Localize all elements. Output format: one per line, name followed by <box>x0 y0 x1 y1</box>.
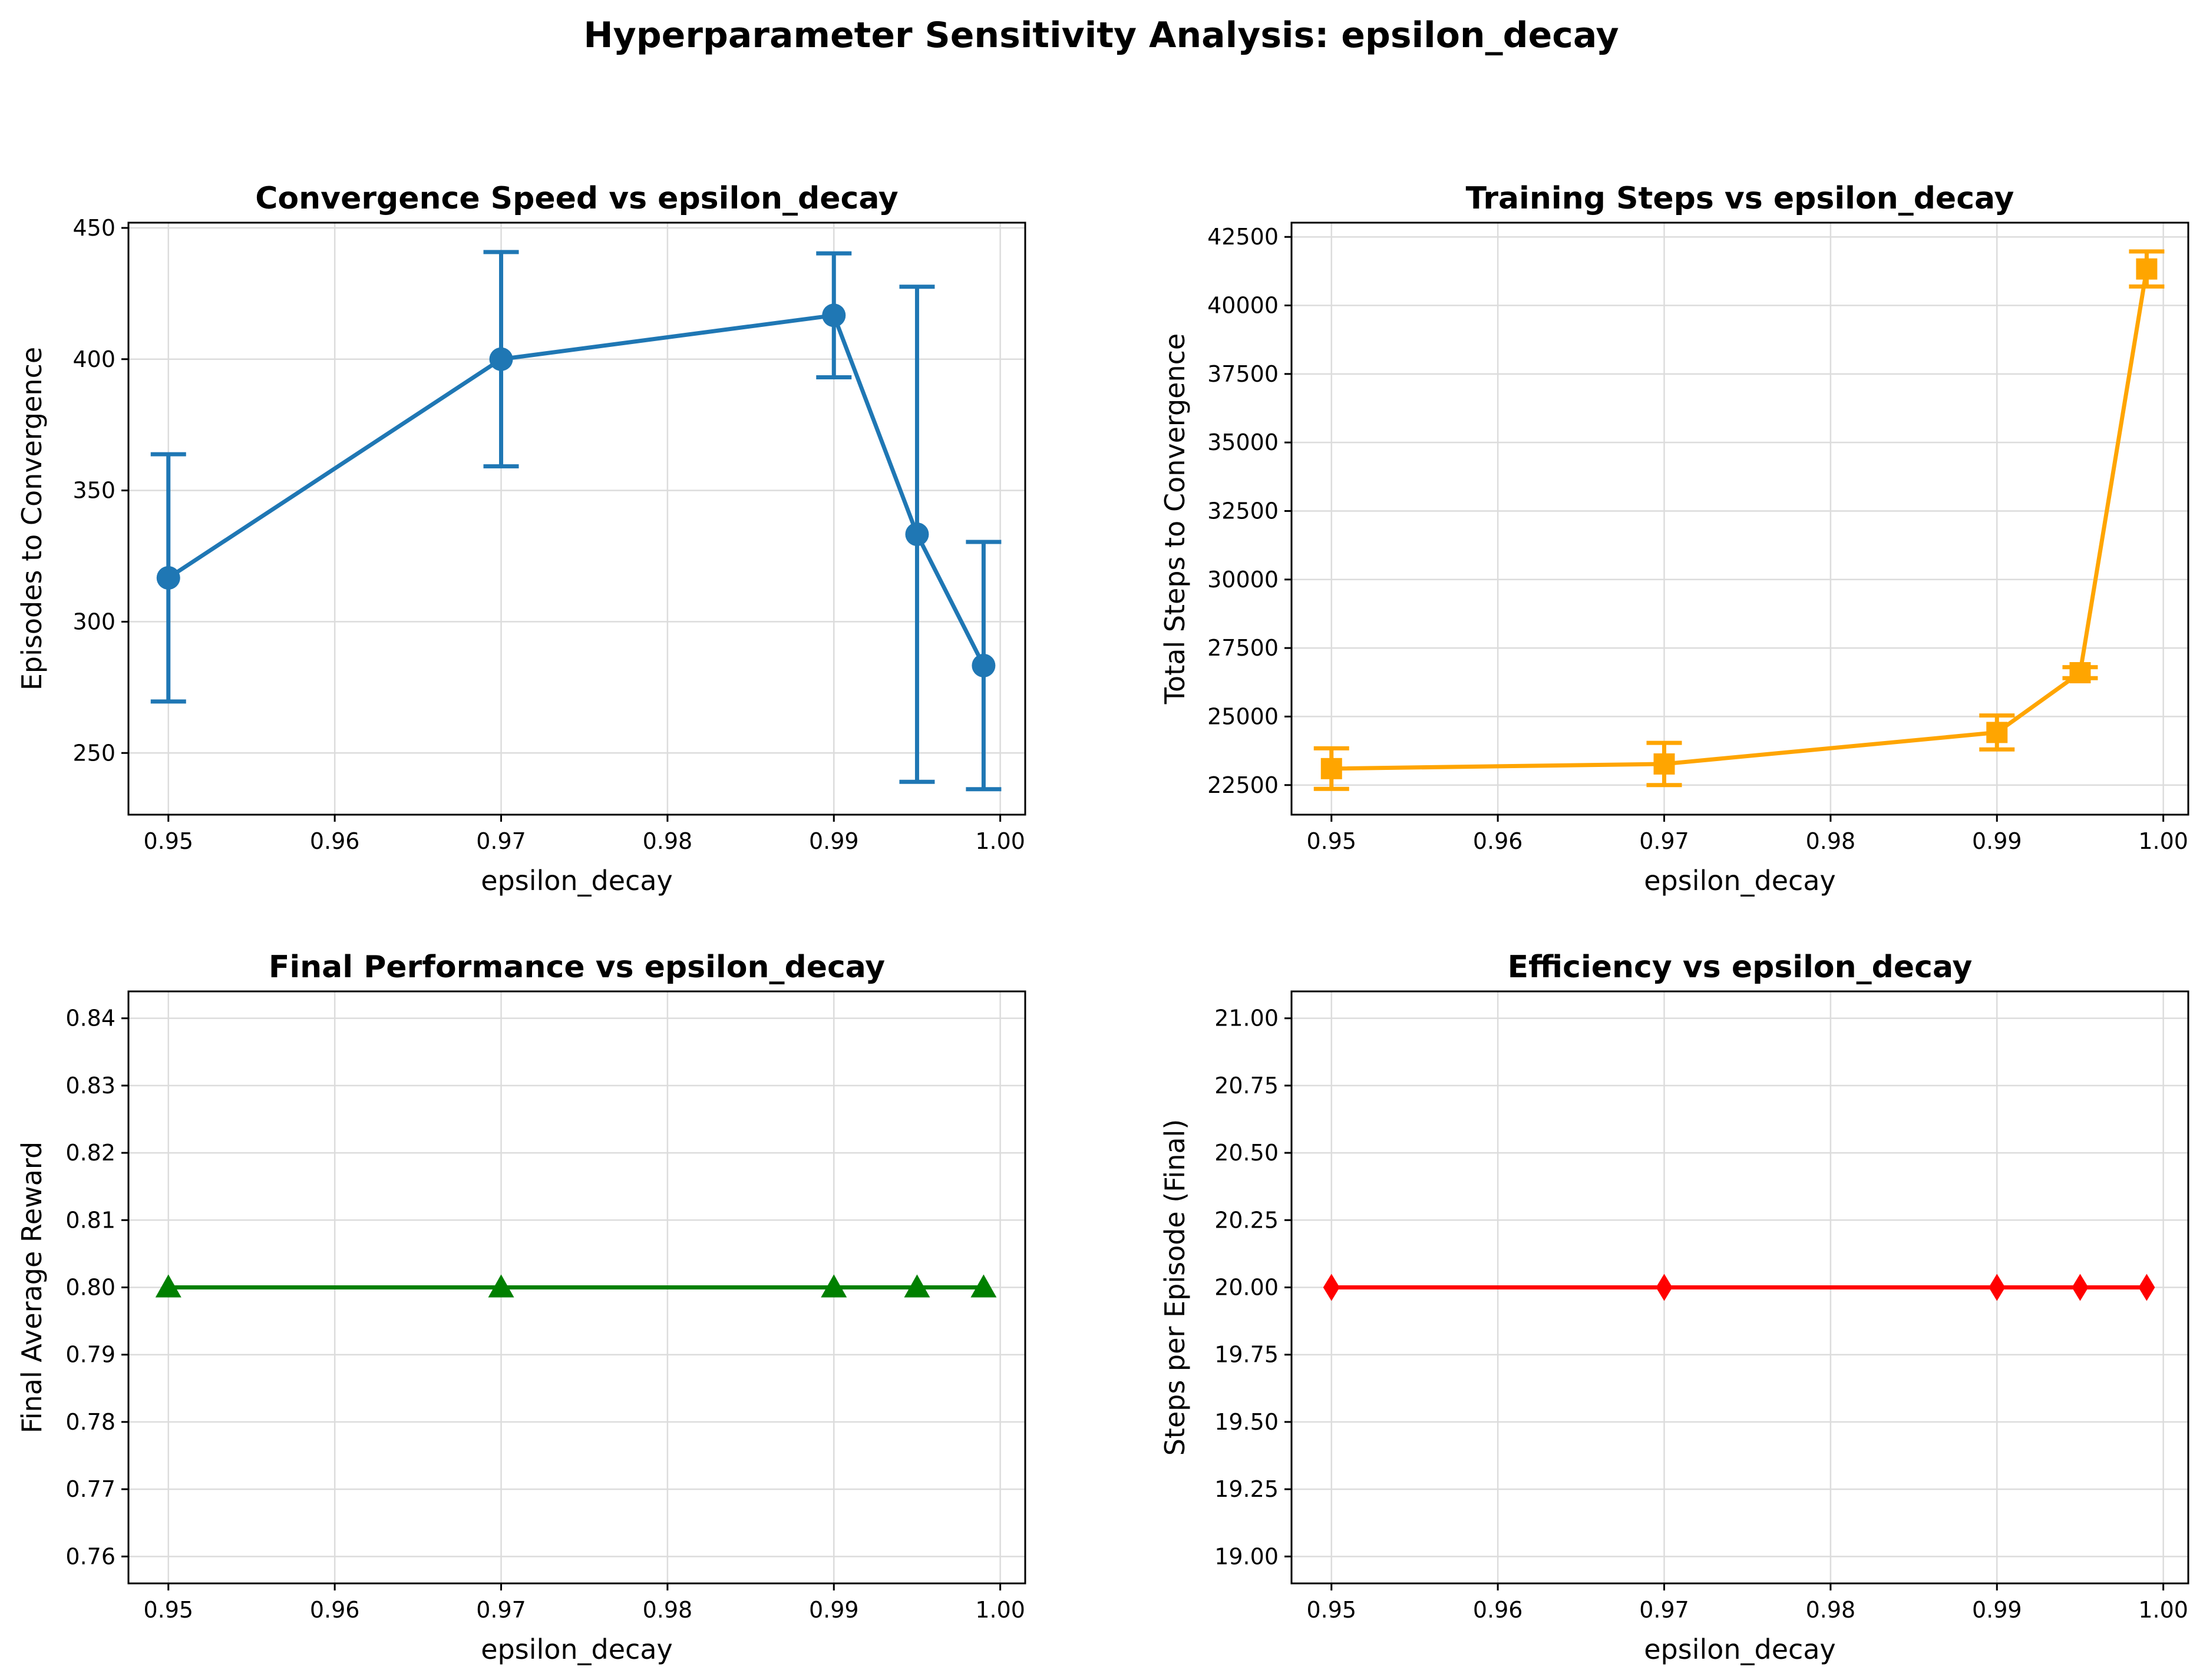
data-point-marker <box>1986 722 2008 743</box>
x-axis-label: epsilon_decay <box>481 1633 673 1665</box>
data-point-marker <box>155 1274 181 1298</box>
x-tick-label: 0.96 <box>1473 1597 1523 1623</box>
x-tick-label: 0.97 <box>1639 1597 1689 1623</box>
y-tick-label: 400 <box>72 346 115 372</box>
x-axis-label: epsilon_decay <box>481 865 673 897</box>
y-tick-label: 250 <box>72 740 115 766</box>
y-tick-label: 30000 <box>1207 567 1279 593</box>
subplot-final-performance: 0.95 0.96 0.97 0.98 0.99 1.00 0.76 0.77 0.78 0.79… <box>16 950 1026 1665</box>
data-point-marker <box>822 303 846 328</box>
x-tick-label: 0.95 <box>1306 828 1356 854</box>
y-tick-label: 0.83 <box>65 1073 115 1099</box>
y-tick-label: 0.79 <box>65 1342 115 1368</box>
y-tick-label: 0.80 <box>65 1275 115 1301</box>
y-tick-label: 19.00 <box>1214 1543 1279 1569</box>
subplot-title: Final Performance vs epsilon_decay <box>269 950 885 985</box>
y-tick-label: 37500 <box>1207 361 1279 387</box>
x-tick-label: 0.95 <box>143 1597 193 1623</box>
y-tick-label: 27500 <box>1207 635 1279 661</box>
x-tick-label: 1.00 <box>975 828 1025 854</box>
x-tick-label: 0.97 <box>476 828 526 854</box>
data-point-marker <box>2136 258 2158 280</box>
x-tick-label: 0.97 <box>1639 828 1689 854</box>
x-tick-label: 0.95 <box>1306 1597 1356 1623</box>
y-tick-label: 20.00 <box>1214 1275 1279 1301</box>
x-axis-label: epsilon_decay <box>1644 865 1836 897</box>
x-axis-label: epsilon_decay <box>1644 1633 1836 1665</box>
x-tick-label: 0.99 <box>1972 828 2022 854</box>
x-tick-label: 0.99 <box>1972 1597 2022 1623</box>
y-tick-label: 42500 <box>1207 224 1279 250</box>
x-tick-label: 1.00 <box>2138 828 2188 854</box>
x-tick-label: 0.96 <box>1473 828 1523 854</box>
x-tick-label: 0.96 <box>310 1597 360 1623</box>
x-tick-label: 0.99 <box>809 1597 859 1623</box>
y-tick-label: 22500 <box>1207 772 1279 798</box>
y-tick-label: 35000 <box>1207 429 1279 455</box>
y-tick-label: 32500 <box>1207 498 1279 524</box>
y-axis-label: Total Steps to Convergence <box>1159 333 1191 705</box>
x-tick-label: 0.97 <box>476 1597 526 1623</box>
data-point-marker <box>972 653 996 677</box>
y-tick-label: 20.50 <box>1214 1140 1279 1166</box>
y-tick-label: 21.00 <box>1214 1006 1279 1031</box>
x-tick-label: 0.98 <box>1806 1597 1856 1623</box>
axes-frame <box>1290 221 2189 816</box>
subplot-title: Convergence Speed vs epsilon_decay <box>255 181 898 216</box>
y-tick-label: 0.78 <box>65 1409 115 1435</box>
data-point-marker <box>2072 1274 2089 1301</box>
x-tick-label: 0.99 <box>809 828 859 854</box>
y-tick-label: 19.75 <box>1214 1342 1279 1368</box>
x-tick-label: 0.95 <box>143 828 193 854</box>
y-axis-label: Final Average Reward <box>16 1142 48 1433</box>
data-point-marker <box>156 566 180 590</box>
data-point-marker <box>1656 1274 1673 1301</box>
data-point-marker <box>2069 662 2091 683</box>
data-point-marker <box>489 347 513 371</box>
x-tick-label: 1.00 <box>2138 1597 2188 1623</box>
x-tick-label: 0.98 <box>1806 828 1856 854</box>
subplot-title: Training Steps vs epsilon_decay <box>1466 181 2014 216</box>
figure-suptitle: Hyperparameter Sensitivity Analysis: eps… <box>583 15 1619 56</box>
subplot-grid: 0.95 0.96 0.97 0.98 0.99 1.00 250 300 350 400 450 C… <box>16 181 2189 1665</box>
axes-frame <box>127 221 1026 816</box>
y-tick-label: 19.50 <box>1214 1409 1279 1435</box>
data-point-marker <box>1320 758 1342 779</box>
y-tick-label: 20.75 <box>1214 1073 1279 1099</box>
data-point-marker <box>905 522 929 547</box>
y-tick-label: 0.77 <box>65 1476 115 1502</box>
y-tick-label: 0.82 <box>65 1140 115 1166</box>
subplot-convergence: 0.95 0.96 0.97 0.98 0.99 1.00 250 300 350 400 450 C… <box>16 181 1026 897</box>
y-axis-label: Steps per Episode (Final) <box>1159 1119 1191 1456</box>
y-tick-label: 450 <box>72 215 115 241</box>
y-tick-label: 0.76 <box>65 1543 115 1569</box>
subplot-training-steps: 0.95 0.96 0.97 0.98 0.99 1.00 22500 25000 27500 3… <box>1159 181 2189 897</box>
x-tick-label: 0.98 <box>643 1597 693 1623</box>
y-tick-label: 19.25 <box>1214 1476 1279 1502</box>
subplot-efficiency: 0.95 0.96 0.97 0.98 0.99 1.00 19.00 19.25 19.50 1… <box>1159 950 2189 1665</box>
y-tick-label: 350 <box>72 478 115 504</box>
y-tick-label: 0.84 <box>65 1006 115 1031</box>
subplot-title: Efficiency vs epsilon_decay <box>1508 950 1973 985</box>
data-point-marker <box>1989 1274 2006 1301</box>
y-axis-label: Episodes to Convergence <box>16 347 48 690</box>
x-tick-label: 1.00 <box>975 1597 1025 1623</box>
data-point-marker <box>970 1274 997 1298</box>
y-tick-label: 40000 <box>1207 293 1279 319</box>
y-tick-label: 0.81 <box>65 1207 115 1233</box>
data-point-marker <box>1653 753 1675 775</box>
data-point-marker <box>821 1274 847 1298</box>
data-point-marker <box>904 1274 930 1298</box>
data-point-marker <box>2138 1274 2155 1301</box>
data-point-marker <box>1323 1274 1340 1301</box>
y-tick-label: 20.25 <box>1214 1207 1279 1233</box>
x-tick-label: 0.96 <box>310 828 360 854</box>
y-tick-label: 300 <box>72 608 115 634</box>
y-tick-label: 25000 <box>1207 703 1279 729</box>
x-tick-label: 0.98 <box>643 828 693 854</box>
data-point-marker <box>488 1274 514 1298</box>
